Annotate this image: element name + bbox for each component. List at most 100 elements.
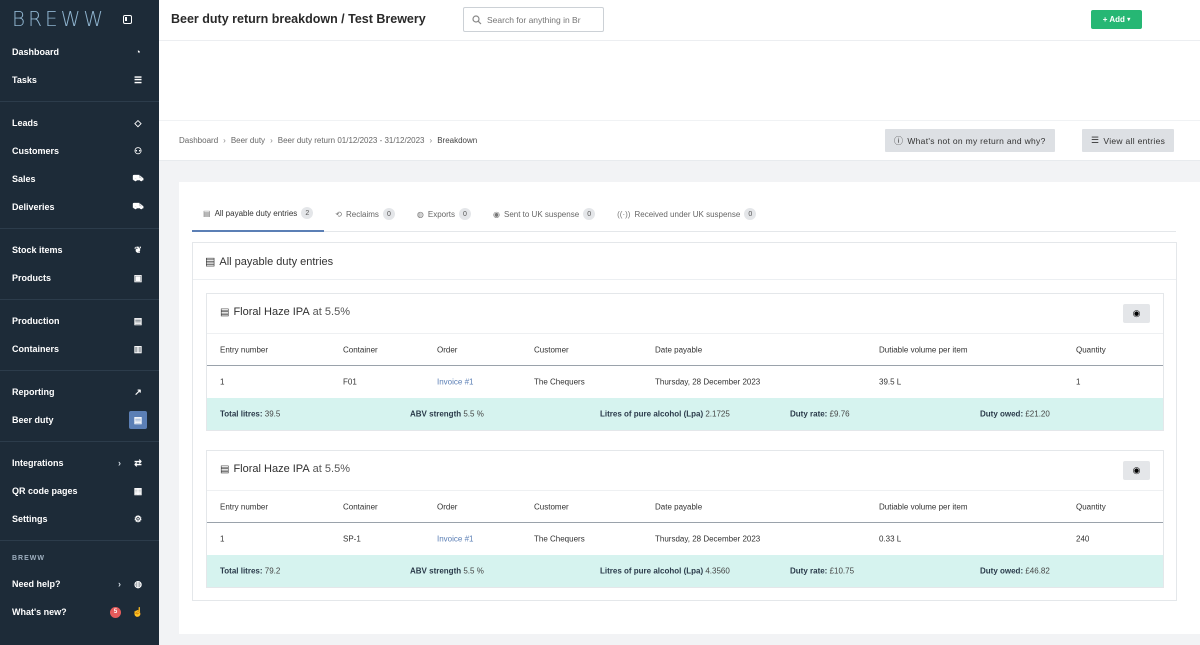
cell-container: SP-1 [343, 534, 361, 544]
cell-order[interactable]: Invoice #1 [437, 534, 474, 544]
tab-all-payable-duty-entries[interactable]: ▤ All payable duty entries 2 [192, 196, 325, 232]
summary-value: 5.5 % [463, 566, 484, 576]
divider [159, 120, 1200, 121]
summary-label: Duty owed: [980, 409, 1024, 419]
globe-icon: ◍ [416, 209, 424, 219]
sidebar-item-right: ▥ [129, 340, 147, 358]
add-button[interactable]: + Add ▾ [1091, 10, 1142, 29]
sidebar-item-need-help[interactable]: Need help? › ◍ [0, 570, 159, 598]
breadcrumb-beer-duty[interactable]: Beer duty [230, 136, 266, 145]
summary-value: 5.5 % [463, 409, 484, 419]
sidebar-item-leads[interactable]: Leads ◇ [0, 109, 159, 137]
sidebar-section-heading: BREWW [12, 555, 45, 562]
sidebar-item-label: Products [12, 273, 52, 283]
summary-litres-pure-alcohol: Litres of pure alcohol (Lpa) 2.1725 [600, 410, 730, 419]
cell-order[interactable]: Invoice #1 [437, 377, 474, 387]
sidebar-item-label: Containers [12, 344, 60, 354]
cell-entry-number: 1 [220, 534, 225, 544]
top-header: Beer duty return breakdown / Test Brewer… [159, 0, 1200, 41]
table-header-row: Entry number Container Order Customer Date p… [207, 334, 1163, 366]
sidebar-item-dashboard[interactable]: Dashboard ◔ [0, 38, 159, 66]
whats-not-label: What's not on my return and why? [907, 135, 1046, 146]
logo-row: BREWW [0, 0, 159, 38]
logo: BREWW [12, 7, 107, 31]
sidebar-item-tasks[interactable]: Tasks ☰ [0, 66, 159, 94]
column-header-quantity: Quantity [1076, 502, 1106, 511]
sidebar-item-what-s-new[interactable]: What's new? 5 ☝ [0, 598, 159, 626]
column-header-quantity: Quantity [1076, 345, 1106, 354]
column-header-container: Container [343, 502, 378, 511]
tab-label: Received under UK suspense [634, 209, 741, 219]
reclaim-icon: ⟲ [335, 209, 342, 219]
summary-total-litres: Total litres: 79.2 [220, 567, 280, 576]
view-entry-button[interactable]: ◉ [1123, 304, 1150, 323]
breadcrumb-dashboard[interactable]: Dashboard [179, 136, 219, 145]
column-header-order: Order [437, 502, 458, 511]
sidebar-item-sales[interactable]: Sales ⛟ [0, 165, 159, 193]
search-input[interactable] [487, 14, 597, 25]
list-icon: ☰ [1091, 135, 1100, 145]
tab-exports[interactable]: ◍ Exports 0 [406, 196, 482, 232]
column-header-dutiable-volume: Dutiable volume per item [879, 345, 968, 354]
sidebar-item-qr-code-pages[interactable]: QR code pages ▦ [0, 477, 159, 505]
tab-received-under-uk-suspense[interactable]: ((·)) Received under UK suspense 0 [606, 196, 767, 232]
table-row: 1 SP-1 Invoice #1 The Chequers Thursday, 28 … [207, 523, 1163, 555]
product-name: Floral Haze IPA [233, 306, 310, 318]
chevron-right-icon: › [118, 579, 121, 589]
search-box[interactable] [463, 7, 604, 32]
document-icon: ▤ [129, 411, 147, 429]
summary-label: Duty rate: [790, 566, 828, 576]
sidebar-item-settings[interactable]: Settings ⚙ [0, 505, 159, 533]
summary-value: 4.3560 [705, 566, 730, 576]
duty-summary-bar: Total litres: 79.2 ABV strength 5.5 % Litr… [207, 555, 1163, 587]
sidebar-item-label: Leads [12, 118, 39, 128]
divider [207, 490, 1163, 491]
notification-badge: 5 [110, 606, 121, 618]
sidebar-item-right: ☰ [129, 71, 147, 89]
document-icon: ▤ [203, 208, 211, 218]
breadcrumb-return[interactable]: Beer duty return 01/12/2023 - 31/12/2023 [277, 136, 425, 145]
summary-value: £46.82 [1025, 566, 1050, 576]
checklist-icon: ☰ [133, 74, 143, 85]
sidebar-item-reporting[interactable]: Reporting ↗ [0, 378, 159, 406]
sidebar-item-stock-items[interactable]: Stock items ❦ [0, 236, 159, 264]
thumbs-up-icon: ☝ [132, 606, 144, 617]
sidebar-item-customers[interactable]: Customers ⚇ [0, 137, 159, 165]
sidebar-item-production[interactable]: Production ▤ [0, 307, 159, 335]
nav-group: Production ▤ Containers ▥ [0, 300, 159, 371]
column-header-container: Container [343, 345, 378, 354]
whats-not-on-return-button[interactable]: ⓘ What's not on my return and why? [885, 129, 1055, 152]
collapse-sidebar-icon[interactable] [123, 14, 132, 24]
document-icon: ▤ [205, 256, 216, 268]
column-header-dutiable-volume: Dutiable volume per item [879, 502, 968, 511]
cell-dutiable-volume: 0.33 L [879, 534, 902, 544]
sidebar-item-deliveries[interactable]: Deliveries ⛟ [0, 193, 159, 221]
sidebar-item-products[interactable]: Products ▣ [0, 264, 159, 292]
sidebar-item-integrations[interactable]: Integrations › ⇄ [0, 449, 159, 477]
summary-duty-rate: Duty rate: £10.75 [790, 567, 854, 576]
sidebar-item-right: › ⇄ [118, 454, 147, 472]
sidebar-item-label: Beer duty [12, 415, 54, 425]
summary-total-litres: Total litres: 39.5 [220, 410, 280, 419]
panel-title: ▤ All payable duty entries [205, 255, 334, 269]
summary-abv-strength: ABV strength 5.5 % [410, 567, 484, 576]
sidebar-item-label: Settings [12, 514, 48, 524]
sidebar-item-beer-duty[interactable]: Beer duty ▤ [0, 406, 159, 434]
view-entry-button[interactable]: ◉ [1123, 461, 1150, 480]
view-all-entries-button[interactable]: ☰ View all entries [1082, 129, 1175, 152]
panel-title-text: All payable duty entries [219, 255, 334, 268]
column-header-customer: Customer [534, 345, 569, 354]
sidebar-item-label: Tasks [12, 75, 37, 85]
chevron-right-icon: › [118, 458, 121, 468]
table-header-row: Entry number Container Order Customer Date p… [207, 491, 1163, 523]
tab-reclaims[interactable]: ⟲ Reclaims 0 [324, 196, 406, 232]
cell-container: F01 [343, 377, 357, 387]
tabs: ▤ All payable duty entries 2 ⟲ Reclaims 0 ◍ Exp… [192, 196, 1176, 232]
tab-count-badge: 0 [583, 208, 596, 220]
column-header-date-payable: Date payable [655, 502, 703, 511]
sidebar-item-containers[interactable]: Containers ▥ [0, 335, 159, 363]
tab-sent-to-uk-suspense[interactable]: ◉ Sent to UK suspense 0 [482, 196, 606, 232]
breadcrumb: Dashboard › Beer duty › Beer duty return 0… [179, 136, 477, 145]
tab-count-badge: 0 [744, 208, 757, 220]
target-icon: ◉ [493, 209, 500, 219]
